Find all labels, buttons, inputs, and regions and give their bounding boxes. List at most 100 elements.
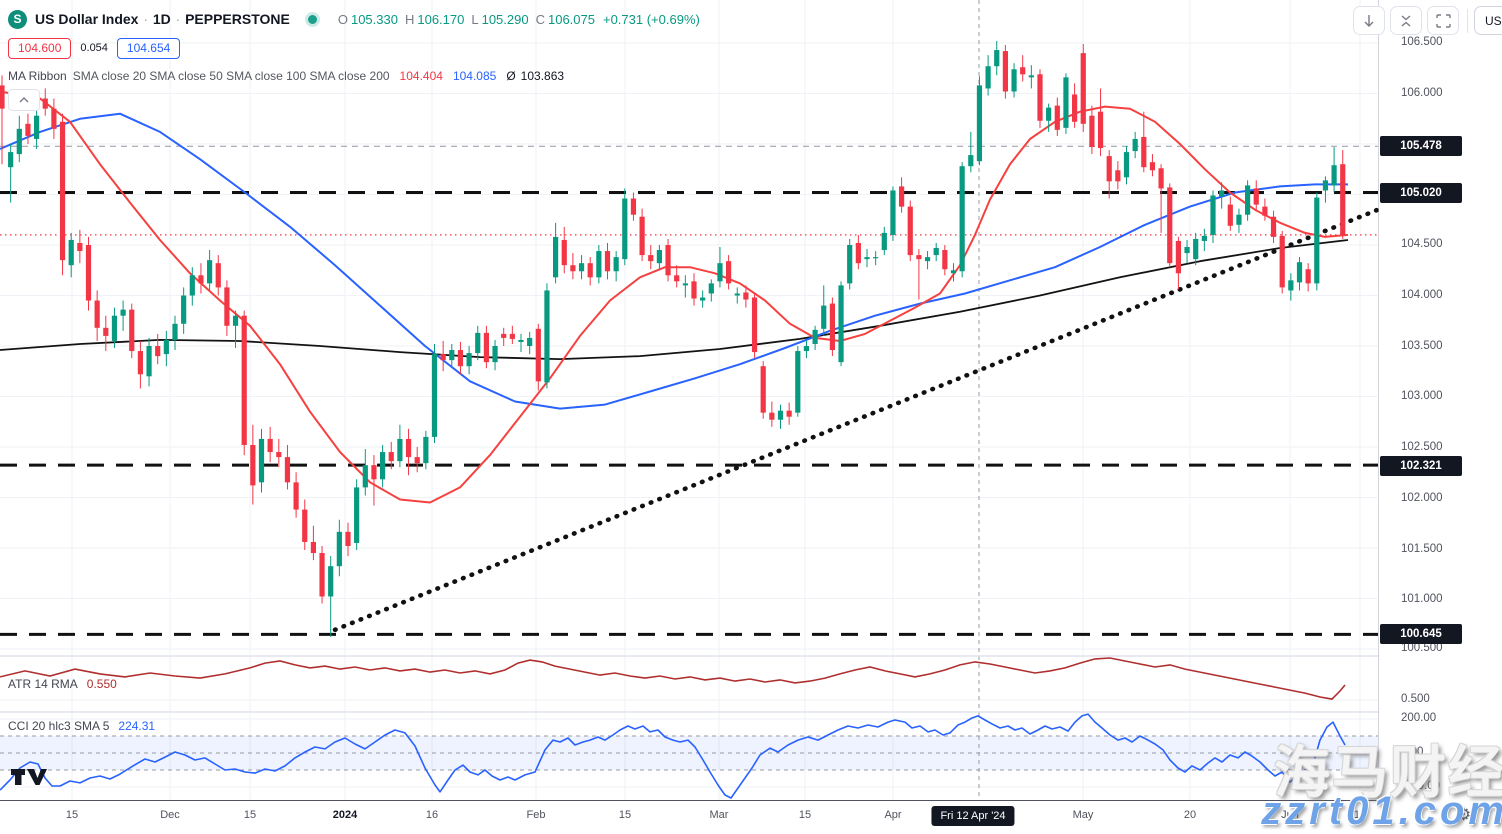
time-tick-label: 15 (65, 809, 79, 821)
ma-ribbon-title: MA Ribbon (8, 68, 67, 83)
interval[interactable]: 1D (152, 11, 171, 27)
candle (1210, 190, 1216, 243)
candle (276, 438, 282, 468)
close-label: C (535, 11, 545, 27)
candle (916, 249, 922, 300)
candle (630, 192, 637, 221)
candle (1089, 105, 1095, 155)
candle (1270, 210, 1277, 243)
candle (1002, 45, 1008, 99)
candle (457, 341, 464, 375)
candle (691, 273, 697, 306)
candle (570, 253, 576, 280)
price-tick-label: 106.000 (1401, 87, 1443, 99)
candle (1201, 228, 1207, 252)
time-tick-label: Dec (160, 809, 180, 821)
candle (821, 285, 827, 336)
candle (0, 75, 5, 165)
candle (111, 307, 118, 349)
candle (250, 424, 256, 505)
ma-ribbon-legend[interactable]: MA Ribbon SMA close 20 SMA close 50 SMA … (8, 68, 700, 83)
candle (215, 255, 221, 296)
candle (431, 343, 438, 443)
candle (873, 251, 879, 266)
price-level-badge: 105.478 (1380, 136, 1462, 156)
candle (1132, 131, 1138, 159)
buy-price-button[interactable]: 104.654 (116, 37, 181, 59)
candle (1245, 180, 1251, 221)
candle (1158, 164, 1164, 233)
currency-dropdown[interactable]: USD (1474, 6, 1502, 35)
horizontal-price-lines[interactable] (0, 145, 1378, 636)
symbol-logo[interactable]: S (8, 9, 27, 29)
candle (1097, 88, 1104, 157)
double-chevron-icon (1401, 14, 1411, 27)
cci-legend[interactable]: CCI 20 hlc3 SMA 5 224.31 (8, 719, 155, 733)
bid-ask-row: 104.600 0.054 104.654 (8, 37, 700, 59)
candle (924, 251, 931, 270)
cci-tick-label: -200.00 (1401, 780, 1441, 792)
price-tick-label: 102.000 (1401, 492, 1443, 504)
price-tick-label: 103.500 (1401, 340, 1443, 352)
tradingview-logo-icon[interactable] (10, 766, 48, 788)
collapse-pane-button[interactable] (1390, 6, 1422, 35)
legend-collapse-button[interactable] (8, 89, 40, 111)
low-value: 105.290 (481, 11, 529, 27)
time-tick-label: 16 (425, 809, 439, 821)
candle (665, 238, 671, 282)
candle (1149, 154, 1156, 177)
candle (994, 40, 1000, 76)
candle (483, 325, 489, 369)
fullscreen-button[interactable] (1427, 6, 1459, 35)
atr-legend[interactable]: ATR 14 RMA 0.550 (8, 677, 117, 691)
candle (207, 250, 213, 291)
price-axis[interactable]: 106.500 106.000 104.500 104.000 103.500 103.0… (1379, 0, 1502, 801)
price-tick-label: 101.500 (1401, 543, 1443, 555)
time-tick-label: Apr (884, 809, 902, 821)
candle (380, 444, 386, 488)
candle (129, 303, 135, 359)
candle (449, 343, 455, 369)
scroll-to-recent-button[interactable] (1353, 6, 1385, 35)
time-axis[interactable]: 15 Dec 15 2024 16 Feb 15 Mar 15 Apr May 20 Jun 17 Fri … (0, 801, 1502, 834)
candle (596, 245, 602, 284)
candle (354, 479, 360, 551)
candle (578, 255, 585, 280)
symbol-name[interactable]: US Dollar Index (35, 11, 139, 27)
candle (959, 162, 965, 278)
candle (258, 428, 265, 493)
trendline[interactable] (332, 207, 1381, 633)
gear-icon[interactable]: ⚙ (1456, 805, 1472, 824)
exchange-name[interactable]: PEPPERSTONE (185, 11, 290, 27)
candle (717, 247, 723, 288)
candle (968, 131, 974, 173)
candle (587, 257, 593, 286)
candle (85, 236, 92, 311)
candle (155, 333, 161, 365)
price-tick-label: 102.500 (1401, 441, 1443, 453)
candle (284, 444, 291, 490)
sell-price-button[interactable]: 104.600 (8, 37, 72, 59)
candle (803, 339, 810, 359)
candle (328, 556, 334, 637)
candle (950, 263, 957, 282)
candle (293, 472, 299, 518)
market-status-icon[interactable] (307, 14, 317, 24)
close-value: 106.075 (547, 11, 595, 27)
candle (734, 287, 740, 304)
candle (163, 330, 169, 367)
candle (648, 245, 654, 270)
time-tick-label: Mar (709, 809, 729, 821)
candle (769, 401, 775, 427)
candle (362, 449, 368, 496)
time-tick-label: 15 (618, 809, 632, 821)
candle (466, 346, 472, 375)
ma-value-2: 104.085 (452, 68, 497, 83)
price-tick-label: 100.500 (1401, 642, 1443, 654)
candle (682, 275, 688, 298)
candle (1106, 150, 1112, 199)
candle (847, 238, 853, 290)
